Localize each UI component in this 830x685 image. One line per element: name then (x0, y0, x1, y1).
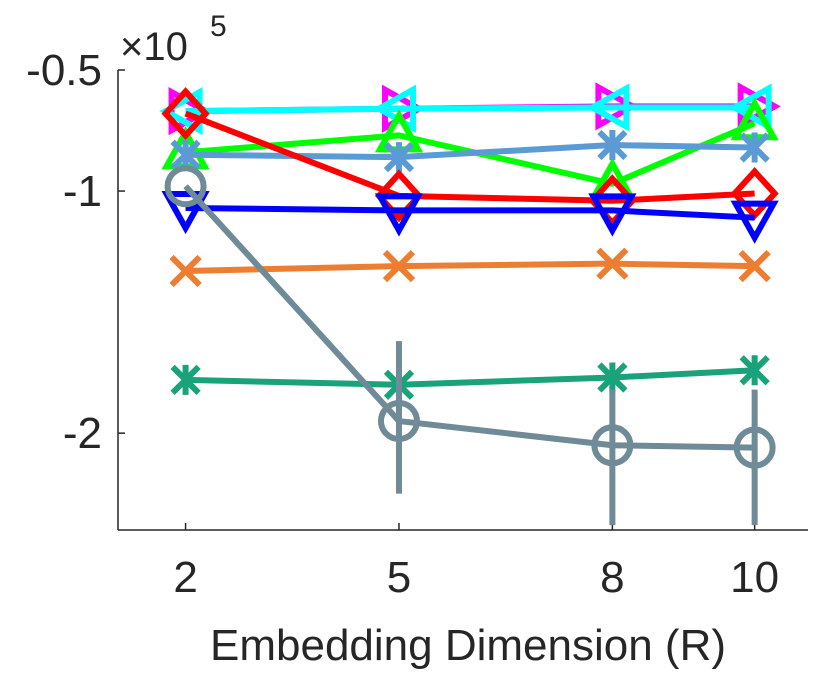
y-tick-label--2: -2 (63, 409, 102, 458)
line-teal-star (185, 367, 755, 388)
x-tick-label-10: 10 (730, 553, 779, 602)
series-gray-circle (164, 165, 776, 526)
line-orange-x (185, 260, 755, 274)
point-blue-triangle-down-5 (374, 193, 424, 237)
point-orange-x-10 (738, 249, 771, 283)
series-layer (159, 82, 781, 526)
line-red-diamond (184, 110, 755, 204)
line-gray-circle (183, 184, 755, 451)
point-gray-circle-5 (377, 400, 420, 443)
series-cyan-triangle-left (159, 83, 772, 136)
point-orange-x-5 (382, 249, 416, 283)
x-tick-label-5: 5 (387, 553, 411, 602)
line-green-triangle-up (185, 120, 756, 187)
y-exponent-base: ×10 (120, 25, 188, 69)
point-blue-triangle-down-10 (730, 200, 779, 244)
point-blue-triangle-down-8 (588, 193, 637, 237)
x-tick-label-8: 8 (600, 553, 624, 602)
point-teal-star-8 (597, 362, 628, 393)
ticks: 2 5 8 10 -0.5 -1 -2 (26, 46, 779, 602)
point-red-diamond-8 (588, 174, 637, 228)
point-blue-triangle-down-2 (161, 191, 210, 235)
point-orange-x-8 (596, 247, 629, 280)
series-red-diamond (161, 87, 779, 228)
point-red-diamond-5 (374, 169, 424, 223)
y-tick-label--1: -1 (63, 167, 102, 216)
point-cyan-triangle-left-10 (728, 83, 772, 132)
y-exponent-power: 5 (210, 10, 227, 43)
series-teal-star (170, 355, 770, 400)
point-light-blue-star-2 (170, 139, 201, 170)
line-blue-triangle-down (185, 205, 755, 221)
series-light-blue-star (170, 129, 770, 173)
line-cyan-triangle-left (185, 104, 755, 115)
point-light-blue-star-8 (597, 129, 628, 161)
point-gray-circle-10 (733, 426, 776, 469)
point-gray-circle-8 (591, 424, 634, 467)
x-tick-label-2: 2 (173, 553, 197, 602)
point-gray-circle-2 (164, 165, 207, 208)
point-red-diamond-2 (161, 87, 210, 141)
x-axis-label: Embedding Dimension (R) (210, 621, 726, 670)
point-orange-x-2 (169, 254, 202, 288)
point-light-blue-star-10 (739, 132, 770, 163)
point-cyan-triangle-left-8 (586, 83, 630, 132)
series-orange-x (169, 247, 771, 288)
axes (117, 70, 808, 531)
point-teal-star-10 (739, 355, 770, 386)
point-teal-star-2 (170, 364, 201, 396)
series-blue-triangle-down (161, 191, 779, 244)
y-tick-label--0.5: -0.5 (26, 46, 102, 95)
point-light-blue-star-5 (383, 142, 415, 173)
